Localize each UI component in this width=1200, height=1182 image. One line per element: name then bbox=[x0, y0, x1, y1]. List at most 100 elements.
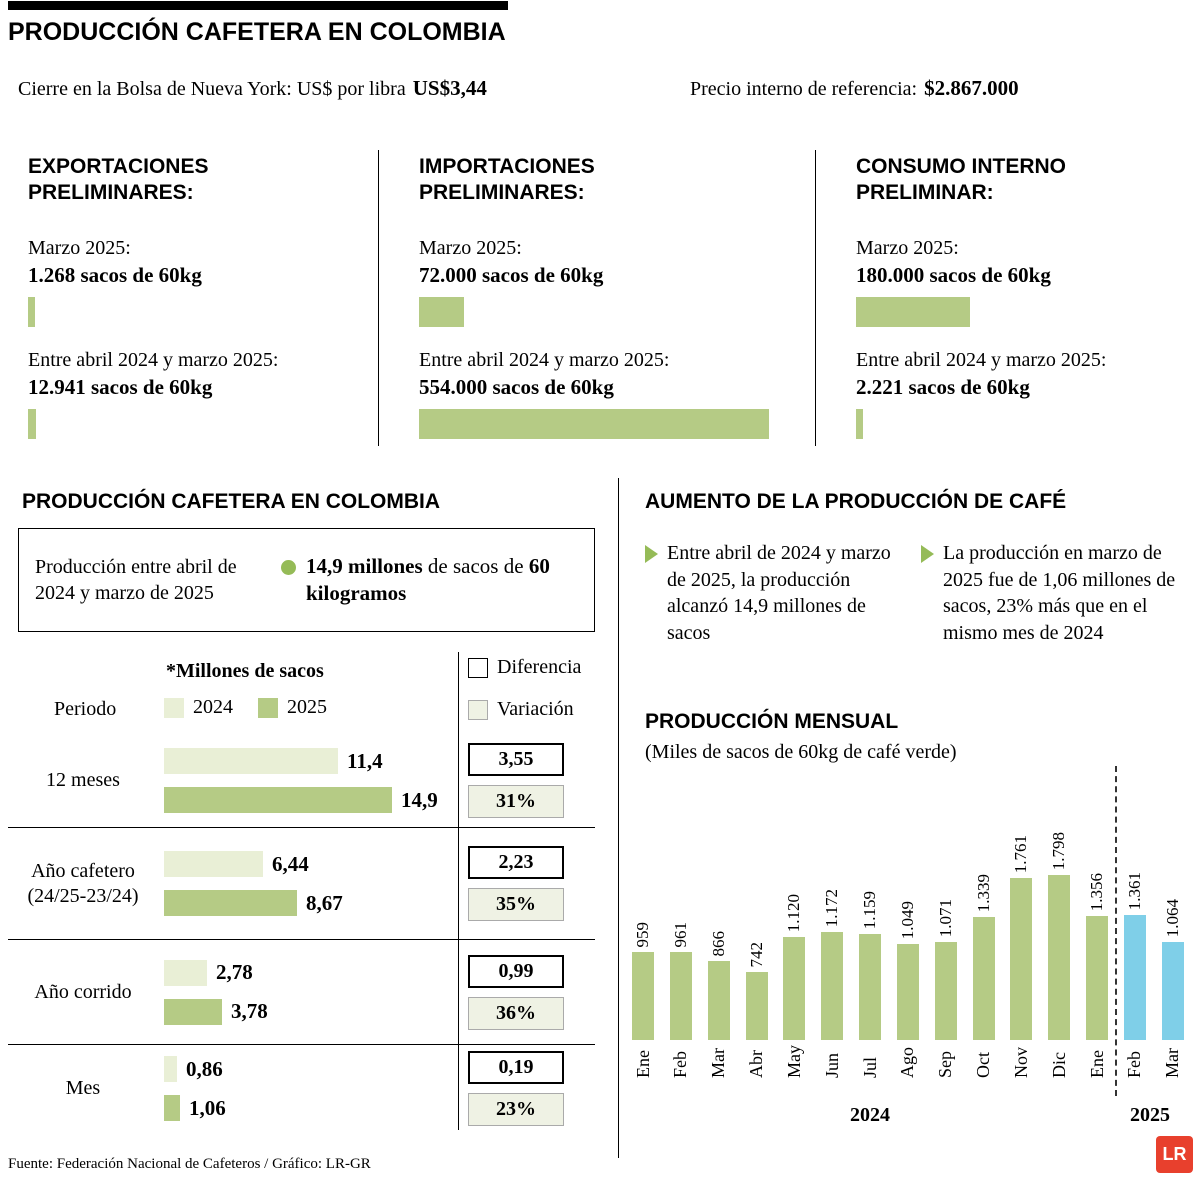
monthly-chart: 959 961 866 742 1.120 1.172 1.159 1.049 1.071 1.3… bbox=[632, 766, 1184, 1152]
month-label-text: Dic bbox=[1048, 1052, 1069, 1078]
month-label: Nov bbox=[1010, 1045, 1032, 1078]
monthly-bar-value: 742 bbox=[746, 941, 766, 968]
bar-value-label: 8,67 bbox=[306, 890, 343, 915]
difference-value: 0,19 bbox=[468, 1051, 564, 1084]
column-divider bbox=[458, 652, 459, 1130]
bar-value-label: 0,86 bbox=[186, 1056, 223, 1081]
reference-price-value: $2.867.000 bbox=[924, 76, 1019, 100]
legend-label-2024: 2024 bbox=[193, 696, 233, 718]
summary-value: 14,9 millones de sacos de 60 kilogramos bbox=[281, 553, 568, 608]
indicator-value: 2.221 sacos de 60kg bbox=[856, 375, 1030, 400]
indicator-period-label: Marzo 2025: bbox=[856, 237, 959, 260]
monthly-bar bbox=[1086, 916, 1109, 1040]
comparison-period-label: Año corrido bbox=[34, 980, 132, 1003]
monthly-bar bbox=[1010, 878, 1033, 1040]
monthly-bar bbox=[707, 961, 730, 1040]
difference-label: Diferencia bbox=[497, 656, 582, 678]
month-labels: Ene Feb Mar Abr May Jun Jul Ago Sep Oct Nov Dic Ene F… bbox=[632, 1045, 1184, 1078]
summary-amount: 14,9 millones bbox=[306, 553, 423, 578]
monthly-bar-value: 1.120 bbox=[784, 893, 804, 932]
indicator-bar bbox=[28, 297, 35, 328]
comparison-row-3: Año corrido 2,78 3,78 0,99 36% bbox=[8, 939, 595, 1044]
bar-value-label: 1,06 bbox=[189, 1095, 226, 1120]
month-label: Ene bbox=[632, 1045, 654, 1078]
monthly-bar bbox=[1161, 942, 1184, 1040]
indicator-group-3: CONSUMO INTERNO PRELIMINAR: Marzo 2025: 18… bbox=[815, 150, 1192, 446]
bar-2025 bbox=[164, 1095, 180, 1121]
month-label: Feb bbox=[670, 1045, 692, 1078]
indicator-period-label: Marzo 2025: bbox=[419, 237, 522, 260]
summary-unit: 60 kilogramos bbox=[306, 553, 550, 605]
month-label: May bbox=[783, 1045, 805, 1078]
month-label: Ene bbox=[1086, 1045, 1108, 1078]
difference-swatch bbox=[468, 657, 488, 678]
month-label-text: Sep bbox=[935, 1051, 956, 1078]
nyse-close-price: Cierre en la Bolsa de Nueva York: US$ po… bbox=[18, 76, 487, 101]
monthly-bar-value: 1.159 bbox=[860, 890, 880, 929]
indicator-row: Marzo 2025: 180.000 sacos de 60kg bbox=[856, 237, 1182, 328]
indicator-bar bbox=[419, 409, 769, 440]
variation-value: 36% bbox=[468, 996, 564, 1030]
monthly-bar-value: 1.339 bbox=[973, 873, 993, 912]
highlight-bullet-1: Entre abril de 2024 y marzo de 2025, la … bbox=[645, 540, 895, 646]
month-label: Feb bbox=[1124, 1045, 1146, 1078]
increase-section-title: AUMENTO DE LA PRODUCCIÓN DE CAFÉ bbox=[645, 490, 1067, 513]
indicator-row: Marzo 2025: 1.268 sacos de 60kg bbox=[28, 237, 368, 328]
monthly-bar-item: 959 bbox=[632, 922, 654, 1040]
nyse-close-label: Cierre en la Bolsa de Nueva York: US$ po… bbox=[18, 78, 406, 100]
comparison-period-label: Mes bbox=[65, 1077, 101, 1099]
indicator-value: 180.000 sacos de 60kg bbox=[856, 263, 1051, 288]
bar-2024 bbox=[164, 748, 338, 774]
monthly-bar bbox=[1048, 875, 1071, 1040]
section-divider bbox=[618, 478, 619, 1158]
indicator-row: Entre abril 2024 y marzo 2025: 12.941 sac… bbox=[28, 349, 368, 440]
bar-2024 bbox=[164, 851, 263, 877]
arrow-icon bbox=[645, 545, 658, 563]
monthly-bar-value: 1.049 bbox=[897, 900, 917, 939]
highlight-bullet-2: La producción en marzo de 2025 fue de 1,… bbox=[921, 540, 1193, 646]
monthly-bar-value: 961 bbox=[670, 921, 690, 948]
highlight-text: La producción en marzo de 2025 fue de 1,… bbox=[943, 542, 1176, 644]
bar-2025 bbox=[164, 787, 392, 813]
month-label: Jul bbox=[859, 1045, 881, 1078]
summary-mid-text: de sacos de bbox=[422, 553, 529, 578]
indicator-title: EXPORTACIONES PRELIMINARES: bbox=[28, 155, 209, 204]
indicator-value: 1.268 sacos de 60kg bbox=[28, 263, 202, 288]
variation-value: 35% bbox=[468, 888, 564, 921]
bar-value-label: 14,9 bbox=[401, 787, 438, 812]
production-section-title: PRODUCCIÓN CAFETERA EN COLOMBIA bbox=[22, 490, 441, 513]
monthly-bar bbox=[783, 937, 806, 1040]
legend-swatch-2025 bbox=[258, 697, 278, 718]
monthly-bar bbox=[972, 917, 995, 1040]
indicator-period-label: Entre abril 2024 y marzo 2025: bbox=[419, 349, 670, 372]
comparison-rows: 12 meses 11,4 14,9 3,55 31% Año cafetero (24/… bbox=[8, 734, 595, 1132]
bar-line-2024: 11,4 bbox=[164, 748, 468, 774]
bar-line-2024: 0,86 bbox=[164, 1056, 468, 1082]
indicator-bar bbox=[419, 297, 464, 328]
monthly-bar-item: 1.049 bbox=[896, 900, 919, 1040]
monthly-bar bbox=[632, 952, 654, 1040]
indicator-title: IMPORTACIONES PRELIMINARES: bbox=[419, 155, 595, 204]
monthly-bar bbox=[745, 972, 768, 1040]
month-label-text: Oct bbox=[973, 1052, 994, 1078]
chart-legend: 2024 2025 bbox=[164, 696, 343, 719]
month-label-text: Abr bbox=[746, 1050, 767, 1078]
year-label-2025: 2025 bbox=[1130, 1104, 1170, 1126]
monthly-bar-item: 866 bbox=[707, 930, 730, 1040]
monthly-bar-value: 866 bbox=[708, 930, 728, 957]
bar-line-2025: 14,9 bbox=[164, 787, 468, 813]
period-column-header: Periodo bbox=[54, 698, 117, 720]
arrow-icon bbox=[921, 545, 934, 563]
variation-value: 31% bbox=[468, 785, 564, 818]
summary-value-text: 14,9 millones de sacos de 60 kilogramos bbox=[306, 553, 568, 608]
month-label-text: Jun bbox=[821, 1052, 842, 1078]
monthly-bar bbox=[669, 952, 692, 1040]
bar-2025 bbox=[164, 998, 222, 1025]
indicator-title: CONSUMO INTERNO PRELIMINAR: bbox=[856, 155, 1066, 204]
month-label: Dic bbox=[1048, 1045, 1070, 1078]
comparison-boxes: 0,19 23% bbox=[468, 1051, 595, 1126]
comparison-bars: 11,4 14,9 bbox=[158, 748, 468, 813]
month-label: Mar bbox=[1162, 1045, 1184, 1078]
bar-line-2025: 3,78 bbox=[164, 998, 468, 1025]
